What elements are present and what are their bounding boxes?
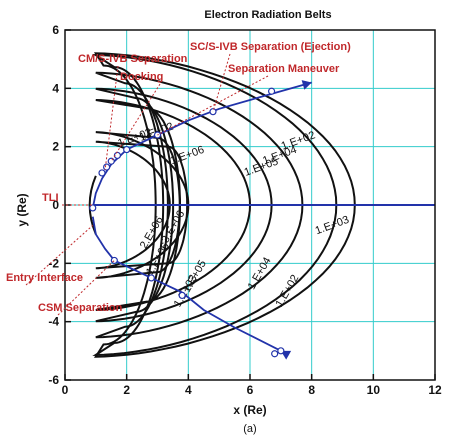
contour-1.E+03 [92,54,338,356]
annotation-leader [57,260,115,316]
y-tick-label: -2 [48,256,59,270]
y-tick-label: 2 [52,140,59,154]
trajectory [91,80,435,360]
annotation-label: SC/S-IVB Separation (Ejection) [190,41,351,53]
y-tick-label: -6 [48,373,59,387]
trajectory-inbound [91,216,282,352]
trajectory-marker [267,87,276,95]
trajectory-marker [123,145,131,154]
x-axis-label: x (Re) [233,403,266,417]
trajectory-marker [277,347,285,355]
chart-title: Electron Radiation Belts [204,9,331,21]
axis-ticks: 0 2 4 6 8 10 12 -6 -4 -2 0 2 4 6 [48,23,442,397]
annotation-leader [25,225,94,286]
annotation-label: CSM Separation [38,302,123,314]
annotation-label: Separation Maneuver [228,63,340,75]
x-tick-label: 0 [62,383,69,397]
contour-1.E+04 [95,71,304,339]
trajectory-marker [89,204,97,212]
earth-shape [88,175,97,235]
contour-3.E+06 [95,140,189,270]
x-tick-label: 12 [428,383,442,397]
annotation-label: TLI [42,192,59,204]
trajectory-marker [271,350,279,358]
y-tick-label: 4 [52,81,59,95]
x-tick-label: 2 [123,383,130,397]
x-tick-label: 6 [247,383,254,397]
earth-arc [88,175,97,235]
x-tick-label: 8 [308,383,315,397]
trajectory-marker [178,291,186,300]
x-tick-label: 10 [367,383,381,397]
figure-caption: (a) [243,423,256,435]
contour-lines [92,52,356,358]
annotation-label: Entry Interface [6,272,83,284]
contour-1.E+05 [95,87,273,323]
trajectory-markers [89,87,285,358]
trajectory-marker [103,163,111,171]
x-tick-label: 4 [185,383,192,397]
annotation-label: Docking [120,71,163,83]
annotation-leader [157,75,269,136]
trajectory-marker [98,169,106,177]
contour-label-upper: 1.E+03 [314,214,351,237]
y-tick-label: -4 [48,315,59,329]
annotation-leader [104,65,119,171]
contour-label-lower: 1.E+02 [273,273,301,309]
trajectory-marker [147,274,155,282]
y-axis-label: y (Re) [15,193,29,226]
contour-1.E+02 [93,52,356,358]
annotation-label: CM/S-IVB Separation [78,53,188,65]
contour-1.E+06 [95,99,252,311]
arrow-outbound [301,80,312,90]
y-tick-label: 0 [52,198,59,212]
contour-label-upper: 1.E+05 [243,156,280,179]
annotation-leader [110,83,161,162]
y-tick-label: 6 [52,23,59,37]
